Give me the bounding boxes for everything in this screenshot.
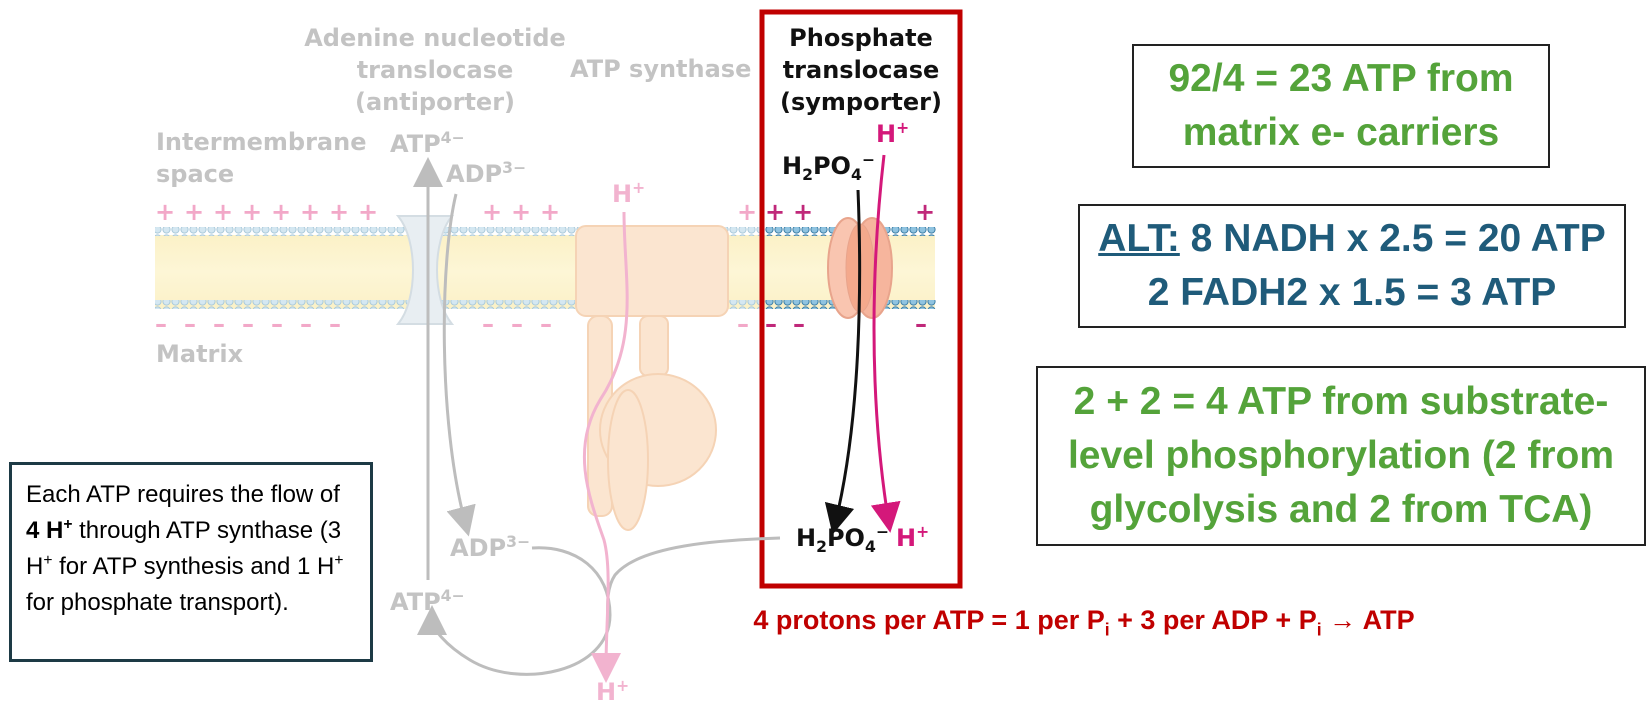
minus-sign: –	[242, 310, 254, 338]
minus-sign: –	[482, 310, 494, 338]
plus-sign: +	[482, 198, 503, 226]
minus-sign: –	[184, 310, 196, 338]
plus-sign: +	[765, 198, 786, 226]
antiporter-protein	[395, 215, 455, 325]
plus-sign: +	[737, 198, 758, 226]
proton-top-label: H+	[612, 179, 646, 208]
minus-sign: –	[329, 310, 341, 338]
lipid-bilayer	[155, 227, 936, 309]
plus-sign: +	[155, 198, 176, 226]
minus-sign: –	[511, 310, 523, 338]
atp-top-label: ATP4−	[390, 129, 465, 158]
proton-symport-bottom-label: H+	[896, 523, 930, 552]
proton-bottom-label: H+	[596, 677, 630, 706]
atp-cycle-arrow	[417, 546, 612, 676]
plus-sign: +	[511, 198, 532, 226]
protons-per-atp-summary: 4 protons per ATP = 1 per Pi + 3 per ADP…	[753, 605, 1415, 640]
adp-bottom-label: ADP3−	[450, 533, 531, 562]
plus-sign: +	[329, 198, 350, 226]
adp-top-label: ADP3−	[446, 159, 527, 188]
minus-sign: –	[793, 310, 805, 338]
minus-sign: –	[300, 310, 312, 338]
minus-sign: –	[213, 310, 225, 338]
proton-symport-top-label: H+	[876, 119, 910, 148]
adp-import-arrow	[442, 193, 476, 537]
plus-sign: +	[793, 198, 814, 226]
minus-sign: –	[271, 310, 283, 338]
phosphate-arrow	[824, 189, 862, 535]
plus-sign: +	[271, 198, 292, 226]
proton-symport-arrow	[870, 154, 901, 533]
plus-charges-row: + + + + + + + + + + + + + + +	[155, 196, 935, 226]
alt-calculation-box: ALT: 8 NADH x 2.5 = 20 ATP 2 FADH2 x 1.5…	[1078, 204, 1626, 328]
matrix-label: Matrix	[156, 340, 244, 368]
matrix-carriers-box: 92/4 = 23 ATP from matrix e- carriers	[1132, 44, 1550, 168]
plus-sign: +	[358, 198, 379, 226]
intermembrane-space-label: Intermembrane space	[156, 128, 367, 188]
adenine-translocase-label: Adenine nucleotide translocase (antiport…	[304, 24, 566, 116]
atp-synthase-protein	[575, 225, 729, 531]
plus-sign: +	[300, 198, 321, 226]
substrate-level-box: 2 + 2 = 4 ATP from substrate- level phos…	[1036, 366, 1646, 546]
minus-sign: –	[155, 310, 167, 338]
atp-bottom-label: ATP4−	[390, 587, 465, 616]
atp-synthase-label: ATP synthase	[570, 55, 752, 83]
minus-sign: –	[737, 310, 749, 338]
minus-sign: –	[915, 310, 927, 338]
plus-sign: +	[915, 198, 936, 226]
phosphate-top-label: H2PO4−	[782, 151, 875, 184]
phosphate-bottom-label: H2PO4−	[796, 523, 889, 556]
minus-sign: –	[540, 310, 552, 338]
phosphate-translocase-frame	[759, 9, 963, 589]
minus-sign: –	[765, 310, 777, 338]
plus-sign: +	[213, 198, 234, 226]
plus-sign: +	[540, 198, 561, 226]
minus-charges-row: – – – – – – – – – – – – – –	[155, 308, 935, 338]
synthase-proton-arrow	[582, 211, 629, 683]
plus-sign: +	[242, 198, 263, 226]
atp-proton-note: Each ATP requires the flow of 4 H+ throu…	[9, 462, 373, 662]
phosphate-translocase-label: Phosphate translocase (symporter)	[780, 24, 942, 116]
plus-sign: +	[184, 198, 205, 226]
